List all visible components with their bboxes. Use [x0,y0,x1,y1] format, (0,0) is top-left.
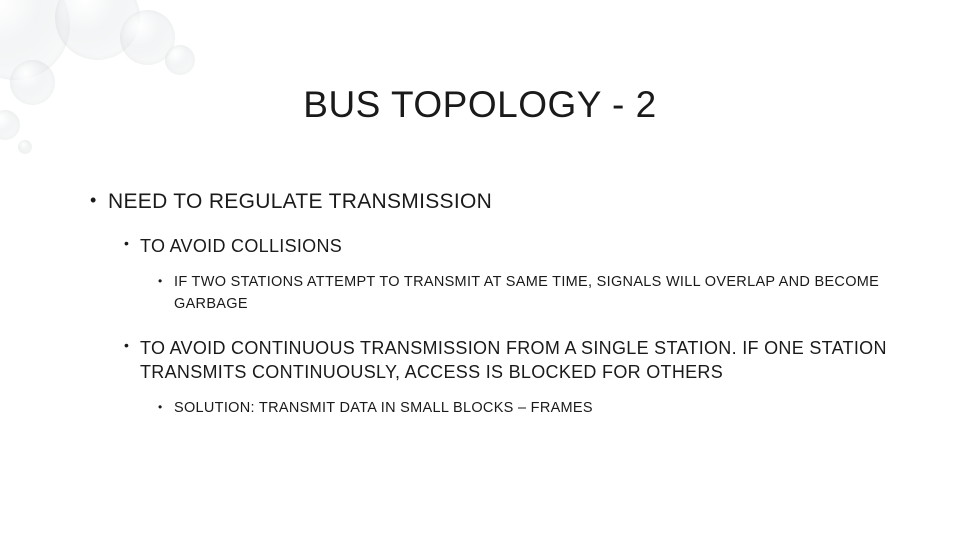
slide: BUS TOPOLOGY - 2 NEED TO REGULATE TRANSM… [0,0,960,540]
bullet-level-1: NEED TO REGULATE TRANSMISSION [90,190,920,214]
bullet-level-3: IF TWO STATIONS ATTEMPT TO TRANSMIT AT S… [158,272,920,316]
bullet-level-3: SOLUTION: TRANSMIT DATA IN SMALL BLOCKS … [158,398,920,420]
bullet-level-2: TO AVOID CONTINUOUS TRANSMISSION FROM A … [124,336,920,385]
slide-title: BUS TOPOLOGY - 2 [0,84,960,126]
slide-body: NEED TO REGULATE TRANSMISSION TO AVOID C… [90,190,920,440]
water-drop-icon [18,140,32,154]
bullet-level-2: TO AVOID COLLISIONS [124,234,920,258]
water-drop-icon [165,45,195,75]
